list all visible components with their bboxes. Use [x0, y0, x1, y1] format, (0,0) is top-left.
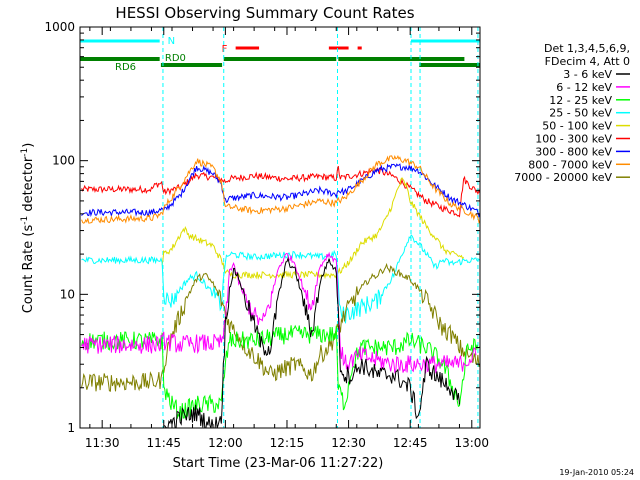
- legend-label: 7000 - 20000 keV: [514, 171, 612, 184]
- rd6-flag-label: RD6: [115, 62, 136, 73]
- x-tick-label: 11:30: [85, 436, 120, 450]
- legend-label: 6 - 12 keV: [556, 81, 612, 94]
- rd0-flag-bar: [419, 63, 480, 67]
- x-tick-label: 12:00: [208, 436, 243, 450]
- x-axis: 11:30 11:45 12:00 12:15 12:30 12:45 13:00: [85, 27, 489, 450]
- series-line-6-12-kev: [81, 251, 477, 374]
- legend-label: 3 - 6 keV: [563, 68, 612, 81]
- series-line-800-7000-kev: [81, 154, 480, 225]
- y-axis: 1 10 100 1000: [44, 20, 480, 435]
- series-line-12-25-kev: [81, 324, 480, 421]
- y-axis-label: Count Rate (s-1 detector-1): [20, 143, 36, 314]
- y-tick-label: 1000: [44, 20, 75, 34]
- legend-label: 25 - 50 keV: [549, 107, 612, 120]
- series-line-300-800-kev: [81, 163, 480, 218]
- flare-flag-bar: [357, 46, 362, 50]
- rd6-flag-bar: [338, 57, 465, 61]
- y-tick-label: 1: [67, 421, 75, 435]
- x-tick-label: 12:45: [393, 436, 428, 450]
- legend: Det 1,3,4,5,6,9, FDecim 4, Att 0 3 - 6 k…: [514, 42, 630, 184]
- flare-flag-bar: [328, 46, 349, 50]
- legend-header-line-1: Det 1,3,4,5,6,9,: [544, 42, 630, 55]
- flare-flag-label: F: [222, 44, 228, 55]
- rd0-flag-label: RD0: [165, 53, 186, 64]
- rd6-flag-bar: [223, 57, 337, 61]
- y-axis-label-sup2: -1: [20, 148, 30, 157]
- flare-flag-bar: [235, 46, 260, 50]
- y-axis-label-main: Count Rate (s: [21, 225, 36, 314]
- series-line-50-100-kev: [161, 177, 464, 280]
- y-tick-label: 100: [52, 154, 75, 168]
- y-axis-label-sup1: -1: [20, 216, 30, 225]
- series-lines: [81, 154, 480, 428]
- x-tick-label: 13:00: [454, 436, 489, 450]
- y-axis-label-mid: detector: [21, 156, 36, 216]
- series-line-7000-20000-kev: [81, 262, 480, 392]
- footer-timestamp: 19-Jan-2010 05:24: [559, 468, 634, 477]
- x-tick-label: 12:15: [270, 436, 305, 450]
- legend-label: 50 - 100 keV: [542, 120, 612, 133]
- chart-title: HESSI Observing Summary Count Rates: [115, 4, 414, 22]
- legend-label: 100 - 300 keV: [535, 133, 612, 146]
- series-line-3-6-kev: [163, 256, 460, 428]
- legend-label: 800 - 7000 keV: [528, 158, 612, 171]
- series-line-100-300-kev: [81, 165, 480, 218]
- plot-frame: [79, 26, 481, 429]
- x-tick-label: 11:45: [146, 436, 181, 450]
- y-tick-label: 10: [60, 287, 75, 301]
- x-axis-label: Start Time (23-Mar-06 11:27:22): [173, 456, 384, 471]
- legend-label: 300 - 800 keV: [535, 145, 612, 158]
- legend-header-line-2: FDecim 4, Att 0: [545, 55, 630, 68]
- rd0-flag-bar: [160, 63, 223, 67]
- flag-bars: N F RD0 RD6: [80, 36, 480, 73]
- y-axis-label-end: ): [21, 143, 36, 148]
- night-flag-label: N: [168, 36, 175, 47]
- night-flag-bar: [411, 39, 480, 43]
- saa-lines: [162, 27, 479, 428]
- rd6-flag-bar: [80, 57, 160, 61]
- night-flag-bar: [80, 39, 160, 43]
- series-line-25-50-kev: [81, 234, 480, 324]
- x-tick-label: 12:30: [331, 436, 366, 450]
- legend-label: 12 - 25 keV: [549, 94, 612, 107]
